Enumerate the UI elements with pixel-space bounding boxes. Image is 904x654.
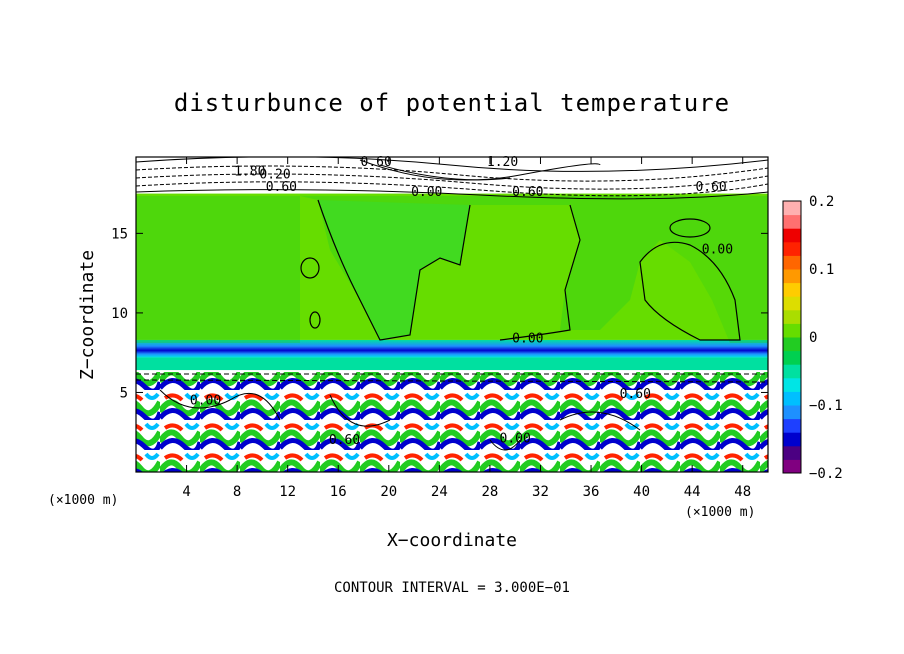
x-tick-label: 4 xyxy=(182,484,190,500)
colorbar-tick-label: 0.1 xyxy=(809,262,834,278)
colorbar-swatch xyxy=(783,309,801,324)
colorbar-tick-label: −0.2 xyxy=(809,466,843,482)
x-tick-label: 44 xyxy=(684,484,701,500)
colorbar-swatch xyxy=(783,201,801,216)
colorbar-swatch xyxy=(783,282,801,297)
lower-contours xyxy=(136,373,768,451)
x-axis-ticks: 4 8 12 16 20 24 28 32 36 40 44 48 xyxy=(182,157,751,500)
field-band xyxy=(136,157,768,194)
x-tick-label: 20 xyxy=(380,484,397,500)
colorbar-swatch xyxy=(783,418,801,433)
contour-label: 0.00 xyxy=(702,242,733,257)
colorbar xyxy=(782,200,802,474)
colorbar-swatch xyxy=(783,445,801,460)
x-axis-label: X−coordinate xyxy=(387,530,517,551)
colorbar-swatch xyxy=(783,228,801,243)
colorbar-swatch xyxy=(783,255,801,270)
x-tick-label: 12 xyxy=(279,484,296,500)
contour-label: 0.60 xyxy=(512,185,543,200)
x-tick-label: 36 xyxy=(583,484,600,500)
plot-frame xyxy=(135,156,769,473)
contour-label: 1.80 xyxy=(234,164,265,179)
contour-label: 0.60 xyxy=(361,155,392,170)
x-tick-label: 24 xyxy=(431,484,448,500)
colorbar-swatch xyxy=(783,323,801,338)
colorbar-swatch xyxy=(783,432,801,447)
contour-label: 0.00 xyxy=(512,331,543,346)
x-tick-label: 16 xyxy=(330,484,347,500)
contour-label: 0.60 xyxy=(695,180,726,195)
upper-green-region xyxy=(136,196,768,343)
colorbar-frame xyxy=(782,200,802,474)
colorbar-swatch xyxy=(783,405,801,420)
colorbar-swatch xyxy=(783,391,801,406)
plot-area xyxy=(136,157,768,472)
colorbar-swatch xyxy=(783,214,801,229)
contour-label: 0.60 xyxy=(620,387,651,402)
x-tick-label: 40 xyxy=(633,484,650,500)
field-band xyxy=(136,339,768,358)
y-tick-label: 5 xyxy=(120,385,128,401)
y-tick-label: 15 xyxy=(111,226,128,242)
lower-turbulent-region xyxy=(136,372,768,472)
contour-label: 0.20 xyxy=(259,168,290,183)
zero-contours xyxy=(300,199,741,341)
colorbar-swatch xyxy=(783,459,801,474)
contour-label: 0.60 xyxy=(329,433,360,448)
colorbar-swatch xyxy=(783,337,801,352)
colorbar-swatch xyxy=(783,377,801,392)
y-tick-label: 10 xyxy=(111,306,128,322)
contour-label: 0.00 xyxy=(500,432,531,447)
contour-label: 0.60 xyxy=(266,180,297,195)
contour-labels: 0.60 1.201.800.200.60 0.00 0.60 0.600.000.00… xyxy=(190,155,733,448)
colorbar-swatch xyxy=(783,241,801,256)
contour-label: 0.00 xyxy=(190,393,221,408)
field-band xyxy=(136,357,768,371)
colorbar-swatch xyxy=(783,350,801,365)
contour-label: 0.00 xyxy=(411,185,442,200)
colorbar-swatch xyxy=(783,269,801,284)
colorbar-ticks: 0.2 0.1 0 −0.1 −0.2 xyxy=(809,194,843,482)
colorbar-tick-label: 0.2 xyxy=(809,194,834,210)
chart-title: disturbunce of potential temperature xyxy=(174,89,730,117)
plume-left xyxy=(318,200,470,340)
colorbar-tick-label: −0.1 xyxy=(809,398,843,414)
x-unit-right: (×1000 m) xyxy=(685,505,755,520)
x-tick-label: 28 xyxy=(481,484,498,500)
x-unit-left: (×1000 m) xyxy=(48,493,118,508)
y-axis-label: Z−coordinate xyxy=(77,250,98,380)
colorbar-tick-label: 0 xyxy=(809,330,817,346)
contour-label: 1.20 xyxy=(487,155,518,170)
contour-interval-note: CONTOUR INTERVAL = 3.000E−01 xyxy=(334,580,570,596)
x-tick-label: 32 xyxy=(532,484,549,500)
plume-right xyxy=(640,242,740,340)
colorbar-swatch xyxy=(783,364,801,379)
colorbar-swatch xyxy=(783,296,801,311)
x-tick-label: 48 xyxy=(734,484,751,500)
y-axis-ticks: 5 10 15 xyxy=(111,226,768,401)
x-tick-label: 8 xyxy=(233,484,241,500)
